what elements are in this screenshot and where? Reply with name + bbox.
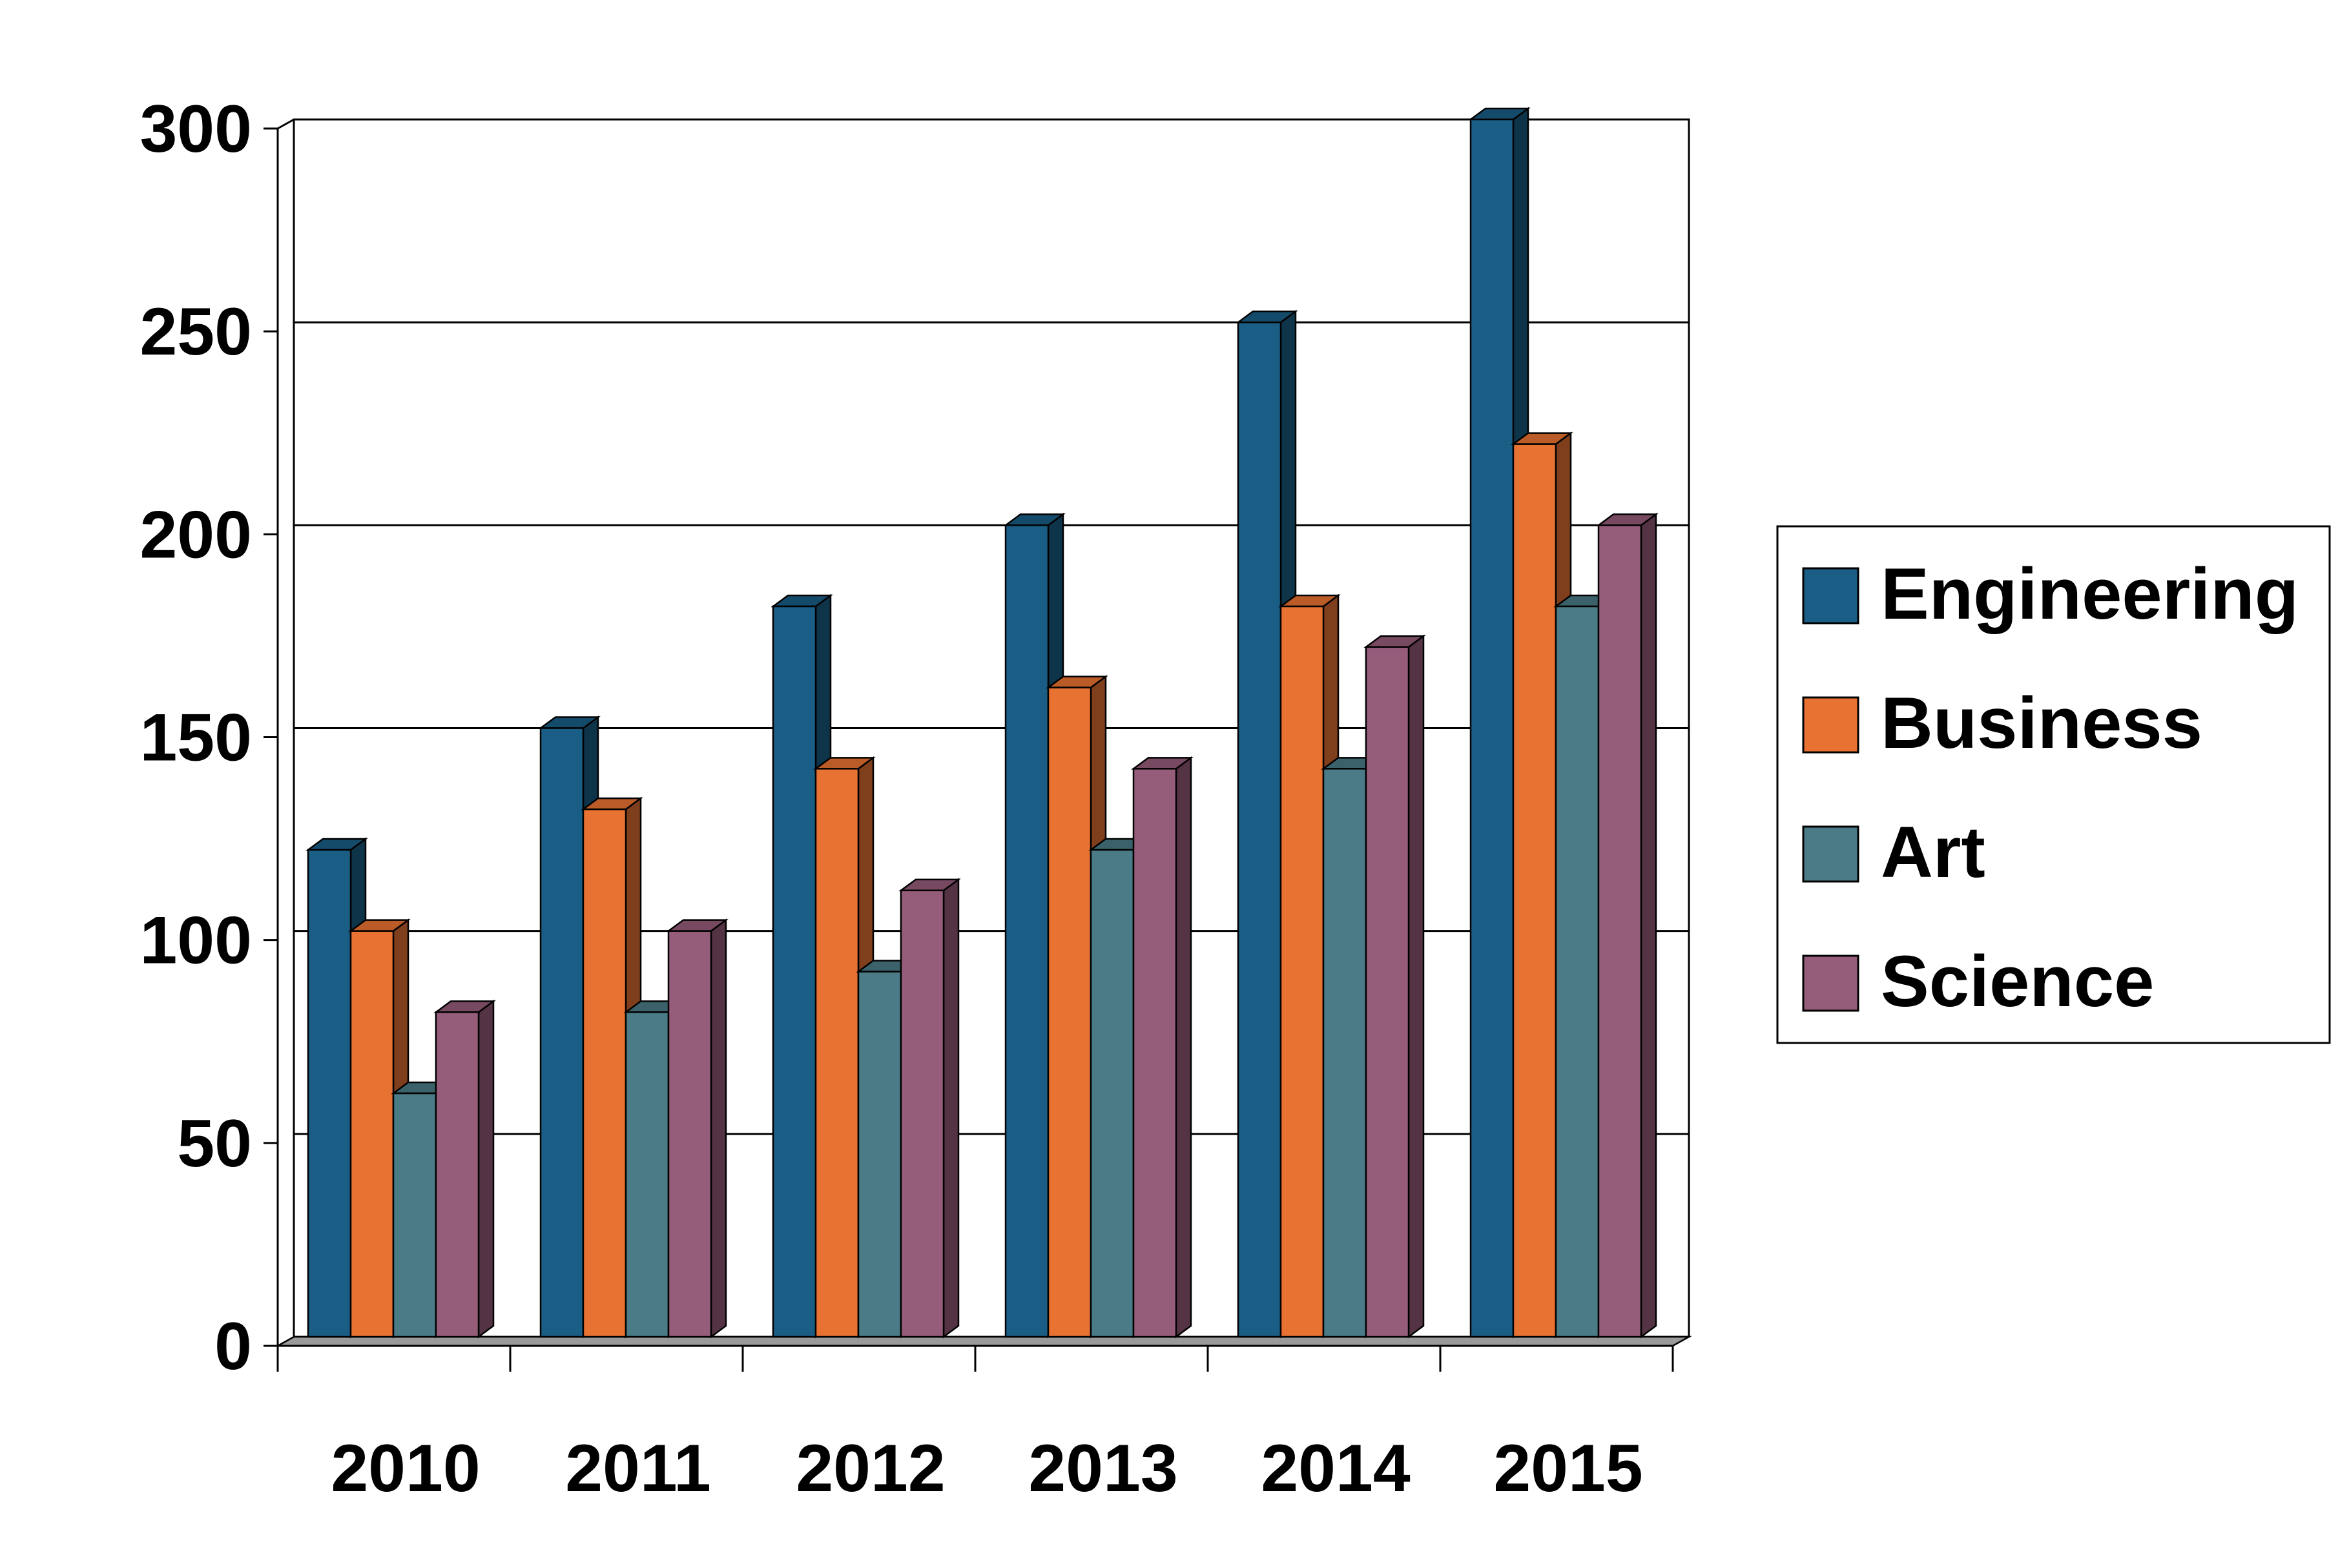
bar-front — [814, 768, 860, 1338]
y-axis-depth-line — [277, 118, 295, 130]
bar-side — [942, 878, 960, 1339]
legend-swatch — [1802, 567, 1859, 624]
bar-science-2013 — [1131, 756, 1194, 1339]
legend-item-art: Art — [1802, 812, 1985, 892]
legend-item-engineering: Engineering — [1802, 553, 2299, 634]
bar-side — [1407, 634, 1425, 1339]
bar-front — [857, 971, 902, 1338]
bar-front — [582, 808, 627, 1338]
bar-group-2013 — [1003, 512, 1194, 1339]
legend-swatch — [1802, 696, 1859, 754]
bar-front — [392, 1092, 437, 1338]
bar-group-2012 — [771, 593, 961, 1339]
bar-science-2014 — [1363, 634, 1426, 1339]
x-tick-label-2010: 2010 — [331, 1431, 480, 1506]
x-tick-label-2014: 2014 — [1261, 1431, 1411, 1506]
bar-front — [1279, 605, 1325, 1338]
bar-front — [1597, 524, 1642, 1338]
y-tick-label: 250 — [140, 294, 252, 369]
x-tick-label-2012: 2012 — [796, 1431, 945, 1506]
y-tick-label: 200 — [140, 497, 252, 572]
bar-front — [667, 930, 712, 1338]
bar-front — [539, 727, 585, 1338]
legend-swatch — [1802, 825, 1859, 883]
legend-item-science: Science — [1802, 941, 2154, 1022]
bar-science-2012 — [898, 878, 961, 1339]
bar-science-2010 — [433, 999, 496, 1339]
bar-front — [435, 1011, 480, 1338]
bar-front — [1090, 849, 1135, 1338]
x-tick-label-2015: 2015 — [1493, 1431, 1642, 1506]
y-tick-label: 150 — [140, 701, 252, 776]
bar-front — [1365, 646, 1410, 1338]
bar-front — [349, 930, 395, 1338]
legend-label: Business — [1881, 683, 2202, 763]
y-axis-tick-labels: 0 50 100 150 200 250 300 — [140, 92, 252, 1384]
x-axis-tick-labels: 2010 2011 2012 2013 2014 2015 — [331, 1431, 1642, 1506]
bar-front — [1555, 605, 1600, 1338]
bar-side — [1640, 512, 1657, 1339]
legend-box — [1776, 525, 2331, 1044]
y-tick-label: 50 — [177, 1106, 252, 1181]
bar-front — [1237, 321, 1282, 1338]
bar-front — [772, 605, 817, 1338]
bar-side — [710, 918, 727, 1339]
legend: Engineering Business Art Science — [1776, 525, 2331, 1044]
axes — [264, 118, 1674, 1372]
x-tick-label-2011: 2011 — [565, 1431, 711, 1506]
y-tick-label: 100 — [140, 903, 252, 978]
bar-front — [1469, 118, 1515, 1338]
bar-side — [477, 999, 495, 1339]
bar-front — [1132, 768, 1177, 1338]
bar-group-2011 — [538, 716, 729, 1339]
bar-science-2011 — [666, 918, 729, 1339]
bar-front — [900, 889, 945, 1338]
floor-surface — [274, 1336, 1692, 1347]
legend-label: Engineering — [1881, 553, 2299, 634]
bar-front — [1322, 768, 1367, 1338]
bar-group-2014 — [1236, 309, 1426, 1339]
plot-floor — [274, 1336, 1692, 1347]
bar-front — [1047, 686, 1092, 1338]
bar-group-2010 — [305, 837, 496, 1339]
legend-label: Science — [1881, 941, 2154, 1022]
bar-side — [1175, 756, 1192, 1339]
legend-label: Art — [1881, 812, 1985, 892]
bar-science-2015 — [1596, 512, 1659, 1339]
bars — [305, 107, 1659, 1339]
gridlines — [294, 118, 1689, 1135]
legend-swatch — [1802, 954, 1859, 1012]
bar-front — [307, 849, 352, 1338]
bar-group-2015 — [1468, 107, 1659, 1339]
bar-art-2012 — [856, 959, 918, 1339]
bar-front — [625, 1011, 670, 1338]
legend-item-business: Business — [1802, 683, 2202, 763]
y-tick-label: 0 — [214, 1309, 252, 1384]
bar-front — [1512, 443, 1557, 1338]
y-tick-label: 300 — [140, 92, 252, 167]
x-tick-label-2013: 2013 — [1028, 1431, 1177, 1506]
bar-front — [1004, 524, 1050, 1338]
